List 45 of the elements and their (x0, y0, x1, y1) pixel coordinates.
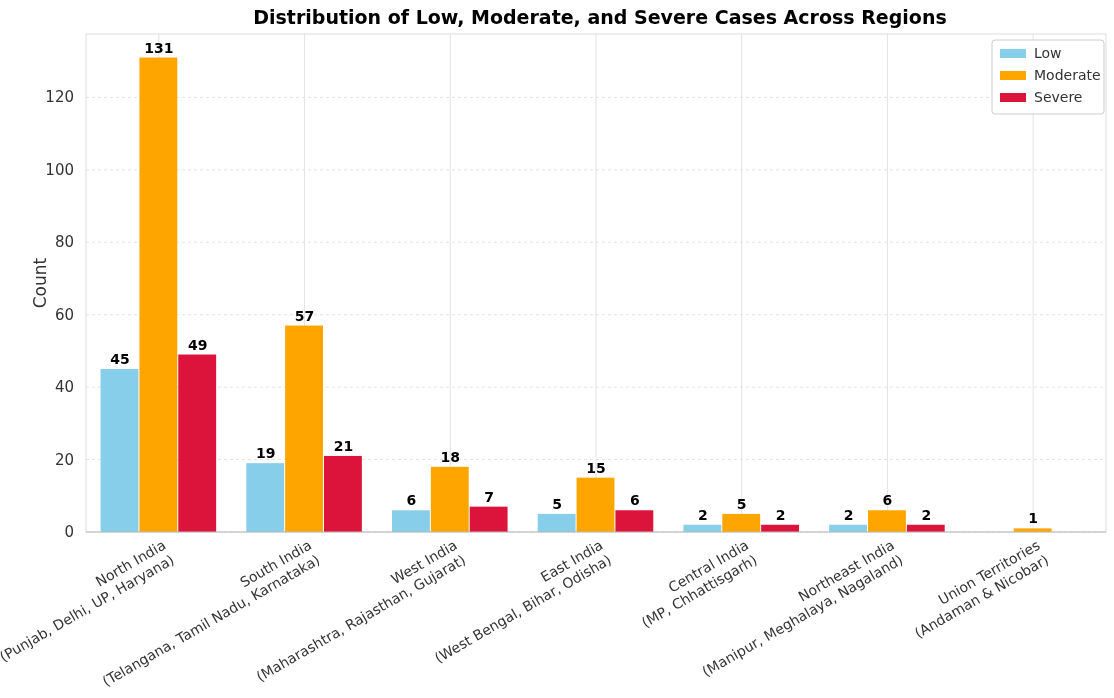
data-label: 49 (187, 336, 208, 353)
data-label: 57 (294, 307, 315, 324)
data-label: 1 (1028, 510, 1039, 527)
legend-label: Low (1034, 45, 1062, 61)
data-label: 2 (775, 506, 786, 523)
bar (615, 510, 654, 532)
bar (178, 354, 217, 532)
bar (537, 513, 576, 532)
data-label: 2 (697, 506, 708, 523)
data-label: 131 (144, 39, 174, 56)
bar (100, 369, 139, 532)
legend-label: Moderate (1034, 67, 1101, 83)
y-axis-title: Count (30, 257, 50, 309)
data-label: 6 (406, 492, 417, 509)
y-tick-label: 20 (54, 450, 74, 469)
bar (324, 455, 362, 532)
bar (392, 510, 430, 532)
data-label: 19 (255, 445, 276, 462)
bar (868, 510, 906, 532)
y-tick-label: 0 (64, 523, 74, 541)
y-tick-label: 120 (45, 88, 74, 107)
data-label: 45 (110, 351, 130, 368)
bar (246, 463, 285, 532)
bar (469, 506, 508, 532)
data-label: 5 (552, 495, 563, 512)
bar (285, 325, 323, 532)
chart-title: Distribution of Low, Moderate, and Severe Cases Across Regions (253, 6, 947, 28)
y-tick-label: 40 (54, 378, 74, 397)
y-tick-label: 60 (54, 305, 74, 324)
bar (139, 57, 178, 532)
y-tick-label: 100 (45, 160, 74, 179)
data-label: 2 (921, 506, 932, 523)
data-label: 6 (629, 492, 640, 509)
bar (722, 513, 761, 532)
data-label: 6 (882, 492, 893, 509)
data-label: 2 (843, 506, 854, 523)
data-label: 18 (440, 448, 461, 465)
bar (430, 466, 469, 532)
y-tick-label: 80 (54, 233, 74, 252)
data-label: 21 (333, 437, 354, 454)
legend-label: Severe (1034, 89, 1083, 105)
bar (576, 477, 615, 532)
data-label: 15 (586, 459, 606, 476)
data-label: 7 (484, 488, 495, 505)
data-label: 5 (736, 495, 747, 512)
